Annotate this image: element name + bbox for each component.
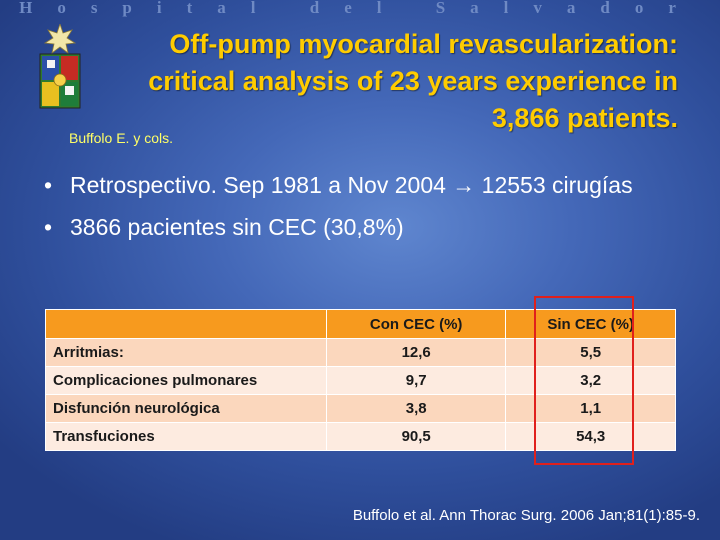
bullet-text: 3866 pacientes sin CEC (30,8%) xyxy=(70,214,404,240)
con-cec-value: 90,5 xyxy=(325,422,507,451)
con-cec-value: 12,6 xyxy=(325,338,507,367)
citation-text: Buffolo et al. Ann Thorac Surg. 2006 Jan… xyxy=(352,507,700,524)
con-cec-value: 9,7 xyxy=(325,366,507,395)
row-label: Disfunción neurológica xyxy=(45,394,327,423)
bullet-text: Retrospectivo. Sep 1981 a Nov 2004 xyxy=(70,172,453,198)
bullet-text-continued: 12553 cirugías xyxy=(475,172,633,198)
title-line-1: Off-pump myocardial revascularization: xyxy=(169,29,678,59)
header-band: Hospital del Salvador xyxy=(0,0,720,19)
bullet-list: • Retrospectivo. Sep 1981 a Nov 2004 → 1… xyxy=(44,170,684,254)
table-header-cell: Sin CEC (%) xyxy=(505,309,676,339)
bullet-item: • Retrospectivo. Sep 1981 a Nov 2004 → 1… xyxy=(44,170,684,201)
table-row: Arritmias: 12,6 5,5 xyxy=(45,338,676,367)
table-header-cell: Con CEC (%) xyxy=(325,309,507,339)
highlight-box xyxy=(534,296,634,465)
university-logo xyxy=(39,24,81,109)
table-header-cell xyxy=(45,309,327,339)
title-line-2: critical analysis of 23 years experience… xyxy=(148,66,678,96)
con-cec-value: 3,8 xyxy=(325,394,507,423)
row-label: Arritmias: xyxy=(45,338,327,367)
bullet-dot-icon: • xyxy=(44,172,53,198)
slide-title: Off-pump myocardial revascularization: c… xyxy=(40,26,678,137)
author-credit: Buffolo E. y cols. xyxy=(69,130,174,146)
arrow-right-icon: → xyxy=(452,172,476,198)
table-row: Disfunción neurológica 3,8 1,1 xyxy=(45,394,676,423)
row-label: Complicaciones pulmonares xyxy=(45,366,327,395)
title-line-3: 3,866 patients. xyxy=(491,103,678,133)
row-label: Transfuciones xyxy=(45,422,327,451)
bullet-dot-icon: • xyxy=(44,214,53,240)
hospital-name: Hospital del Salvador xyxy=(19,0,701,17)
bullet-item: • 3866 pacientes sin CEC (30,8%) xyxy=(44,212,684,243)
